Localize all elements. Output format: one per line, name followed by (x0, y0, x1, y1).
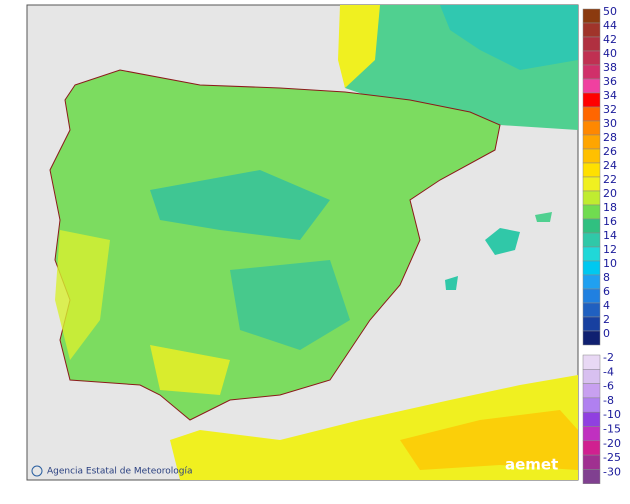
legend-swatch (582, 383, 601, 399)
legend-label: -6 (603, 380, 614, 393)
legend-label: -2 (603, 351, 614, 364)
legend-label: -20 (603, 437, 621, 450)
legend-swatch (582, 8, 601, 24)
legend-label: 8 (603, 271, 610, 284)
legend-label: 30 (603, 117, 617, 130)
legend-swatch (582, 440, 601, 456)
legend-swatch (582, 162, 601, 178)
legend-label: -30 (603, 465, 621, 478)
legend-swatch (582, 50, 601, 66)
guadalquivir (150, 345, 230, 395)
legend-swatch (582, 469, 601, 484)
legend-label: 26 (603, 145, 617, 158)
alps (440, 5, 578, 70)
central-plateau (150, 170, 330, 240)
legend-label: 24 (603, 159, 617, 172)
legend-swatch (582, 426, 601, 442)
legend-swatch (582, 120, 601, 136)
logo: aemet (505, 456, 558, 474)
legend-swatch (582, 369, 601, 384)
legend-swatch (582, 316, 601, 332)
legend-swatch (582, 78, 601, 94)
legend-swatch (582, 397, 601, 413)
legend-label: 36 (603, 75, 617, 88)
legend-label: 38 (603, 61, 617, 74)
legend-label: 20 (603, 187, 617, 200)
portugal-warm (55, 230, 110, 360)
legend-label: 50 (603, 5, 617, 18)
legend-label: 2 (603, 313, 610, 326)
legend-label: -15 (603, 423, 621, 436)
mallorca (485, 228, 520, 255)
legend-swatch (582, 354, 601, 370)
legend: 5044424038363432302826242220181614121086… (582, 5, 621, 484)
legend-label: 10 (603, 257, 617, 270)
legend-swatch (582, 246, 601, 262)
legend-label: 34 (603, 89, 617, 102)
legend-swatch (582, 302, 601, 318)
menorca (535, 212, 552, 222)
legend-swatch (582, 411, 601, 427)
legend-swatch (582, 92, 601, 108)
legend-swatch (582, 288, 601, 304)
legend-swatch (582, 454, 601, 470)
legend-label: 32 (603, 103, 617, 116)
legend-swatch (582, 260, 601, 276)
legend-label: 12 (603, 243, 617, 256)
legend-label: 22 (603, 173, 617, 186)
copyright-icon (31, 465, 43, 477)
legend-label: 14 (603, 229, 617, 242)
legend-swatch (582, 190, 601, 206)
legend-label: 28 (603, 131, 617, 144)
legend-swatch (582, 22, 601, 38)
legend-swatch (582, 218, 601, 234)
legend-swatch (582, 36, 601, 52)
attribution: Agencia Estatal de Meteorología (47, 467, 193, 477)
legend-label: 44 (603, 19, 617, 32)
south-plateau (230, 260, 350, 350)
legend-label: -4 (603, 365, 614, 378)
legend-label: 4 (603, 299, 610, 312)
legend-swatch (582, 64, 601, 80)
legend-label: -8 (603, 394, 614, 407)
ibiza (445, 276, 458, 290)
legend-label: -25 (603, 451, 621, 464)
legend-label: 18 (603, 201, 617, 214)
atlas-warm (400, 410, 578, 470)
legend-swatch (582, 148, 601, 164)
legend-swatch (582, 204, 601, 220)
legend-label: 6 (603, 285, 610, 298)
legend-label: 42 (603, 33, 617, 46)
legend-swatch (582, 176, 601, 192)
legend-swatch (582, 330, 601, 346)
legend-swatch (582, 106, 601, 122)
legend-label: 16 (603, 215, 617, 228)
legend-label: 40 (603, 47, 617, 60)
legend-swatch (582, 274, 601, 290)
legend-swatch (582, 232, 601, 248)
legend-label: -10 (603, 408, 621, 421)
legend-swatch (582, 134, 601, 150)
aquitaine (338, 5, 380, 88)
legend-label: 0 (603, 327, 610, 340)
iberian-peninsula (49, 69, 501, 421)
